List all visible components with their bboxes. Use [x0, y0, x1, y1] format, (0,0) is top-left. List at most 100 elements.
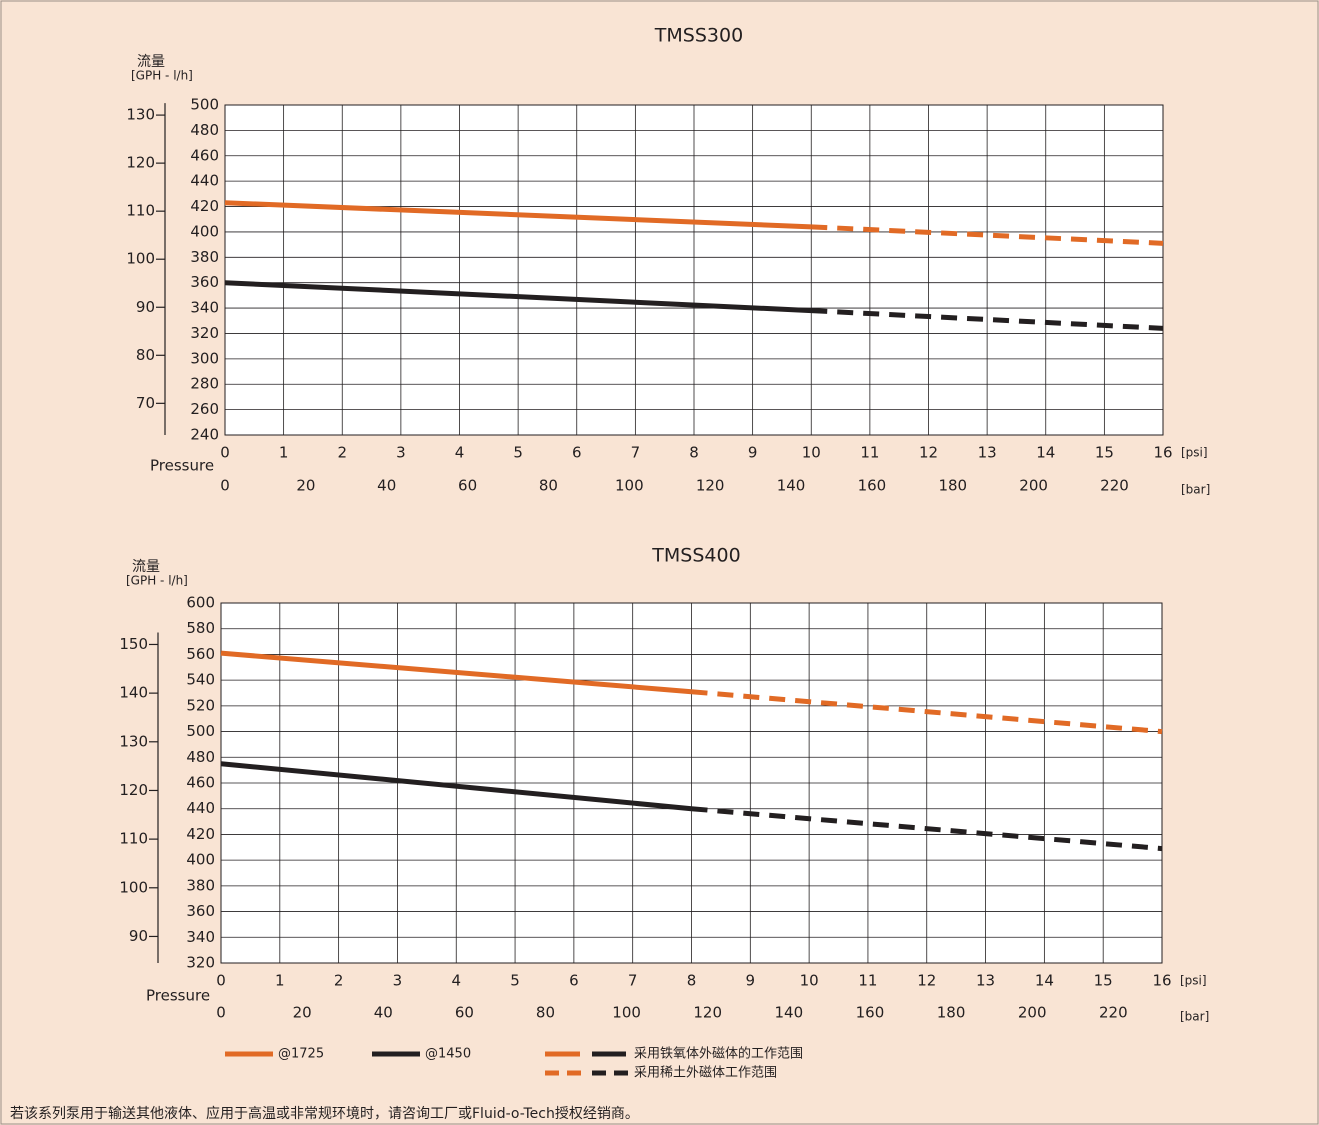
- chart1-y-tick-label: 300: [190, 349, 219, 367]
- chart2-xlabel: Pressure: [146, 987, 210, 1005]
- chart2-y-tick-label: 460: [186, 774, 215, 792]
- chart2-ylabel-unit: [GPH - l/h]: [126, 574, 188, 588]
- chart2-x-secondary-tick-label: 140: [775, 1004, 804, 1022]
- chart2-x-secondary-tick-label: 20: [293, 1004, 312, 1022]
- chart2-x-secondary-tick-label: 120: [693, 1004, 722, 1022]
- chart1-x-tick-label: 10: [802, 444, 821, 462]
- chart1-y-tick-label: 240: [190, 426, 219, 444]
- chart2-y-tick-label: 540: [186, 671, 215, 689]
- chart1-x-unit: [psi]: [1181, 446, 1208, 460]
- chart1-ylabel-unit: [GPH - l/h]: [131, 69, 193, 83]
- chart2-x-tick-label: 7: [628, 972, 638, 990]
- chart1-x-secondary-tick-label: 100: [615, 477, 644, 495]
- chart2-x-tick-label: 11: [858, 972, 877, 990]
- chart1-x-tick-label: 14: [1036, 444, 1055, 462]
- chart2-y-tick-label: 500: [186, 722, 215, 740]
- chart1-x-tick-label: 4: [455, 444, 465, 462]
- chart2-x-tick-label: 5: [510, 972, 520, 990]
- chart1-x-secondary-tick-label: 60: [458, 477, 477, 495]
- chart1-xlabel: Pressure: [150, 457, 214, 475]
- chart2-x-tick-label: 3: [393, 972, 403, 990]
- chart1-y-tick-label: 460: [190, 146, 219, 164]
- chart1-secondary-y-tick-label: 120: [126, 154, 155, 172]
- chart2-x-tick-label: 8: [687, 972, 697, 990]
- chart1-x-secondary-tick-label: 160: [858, 477, 887, 495]
- chart1-x-tick-label: 16: [1153, 444, 1172, 462]
- chart1-ylabel: 流量: [137, 54, 165, 70]
- chart2-secondary-y-tick-label: 110: [119, 830, 148, 848]
- chart2-series-1-dashed-line: [691, 689, 1163, 735]
- chart2-x-secondary-tick-label: 180: [937, 1004, 966, 1022]
- chart1-series-2-solid-line: [224, 280, 812, 314]
- chart1-y-tick-label: 280: [190, 375, 219, 393]
- chart1-secondary-y-tick-label: 110: [126, 202, 155, 220]
- chart1-x-tick-label: 2: [337, 444, 347, 462]
- chart1-x-tick-label: 0: [220, 444, 230, 462]
- chart1-y-tick-label: 400: [190, 222, 219, 240]
- chart1-x-secondary-tick-label: 200: [1019, 477, 1048, 495]
- chart1-y-tick-label: 420: [190, 197, 219, 215]
- chart2-x-tick-label: 0: [216, 972, 226, 990]
- chart2-y-tick-label: 580: [186, 619, 215, 637]
- chart1-x-secondary-unit: [bar]: [1181, 483, 1210, 497]
- chart1-x-secondary-tick-label: 20: [296, 477, 315, 495]
- chart1-x-tick-label: 8: [689, 444, 699, 462]
- chart2-x-secondary-tick-label: 100: [612, 1004, 641, 1022]
- chart1-series-2-dashed-line: [811, 308, 1164, 331]
- chart2-y-tick-label: 340: [186, 928, 215, 946]
- chart2-y-tick-label: 480: [186, 748, 215, 766]
- chart2-x-tick-label: 15: [1094, 972, 1113, 990]
- chart2-x-tick-label: 10: [800, 972, 819, 990]
- chart1-x-secondary-tick-label: 220: [1100, 477, 1129, 495]
- chart1-y-tick-label: 340: [190, 299, 219, 317]
- chart2-x-tick-label: 2: [334, 972, 344, 990]
- chart1-x-tick-label: 13: [978, 444, 997, 462]
- chart1-y-tick-label: 480: [190, 121, 219, 139]
- chart2-secondary-y-tick-label: 100: [119, 878, 148, 896]
- chart2-secondary-y-tick-label: 150: [119, 635, 148, 653]
- chart1-series-1-solid-line: [224, 200, 812, 230]
- chart2-y-tick-label: 600: [186, 594, 215, 612]
- chart2-x-tick-label: 9: [746, 972, 756, 990]
- chart1-x-secondary-tick-label: 80: [539, 477, 558, 495]
- chart1-secondary-y-tick-label: 100: [126, 250, 155, 268]
- chart1-x-tick-label: 5: [513, 444, 523, 462]
- chart1-secondary-y-tick-label: 90: [136, 298, 155, 316]
- chart2-series-2-solid-line: [220, 761, 692, 812]
- chart2-y-tick-label: 360: [186, 902, 215, 920]
- chart1-y-tick-label: 500: [190, 96, 219, 114]
- chart1-x-secondary-tick-label: 180: [938, 477, 967, 495]
- chart2-x-secondary-tick-label: 0: [216, 1004, 226, 1022]
- chart2-secondary-y-tick-label: 140: [119, 684, 148, 702]
- chart2-series-2-dashed-line: [691, 806, 1163, 852]
- chart2-x-secondary-tick-label: 60: [455, 1004, 474, 1022]
- chart2-x-secondary-tick-label: 200: [1018, 1004, 1047, 1022]
- chart2-x-tick-label: 1: [275, 972, 285, 990]
- chart1-x-tick-label: 7: [631, 444, 641, 462]
- chart2-x-secondary-tick-label: 220: [1099, 1004, 1128, 1022]
- chart2-y-tick-label: 380: [186, 876, 215, 894]
- chart2-series-1-solid-line: [220, 650, 692, 695]
- chart1-y-tick-label: 360: [190, 273, 219, 291]
- chart1-x-secondary-tick-label: 0: [220, 477, 230, 495]
- chart1-x-tick-label: 9: [748, 444, 758, 462]
- chart2-x-tick-label: 16: [1152, 972, 1171, 990]
- legend-dashed-label: 采用稀土外磁体工作范围: [634, 1066, 777, 1081]
- chart1-secondary-y-tick-label: 70: [136, 394, 155, 412]
- chart1-x-tick-label: 6: [572, 444, 582, 462]
- legend-label-1: @1725: [278, 1047, 324, 1062]
- chart1-title: TMSS300: [654, 25, 743, 47]
- chart2-y-tick-label: 440: [186, 799, 215, 817]
- chart1-secondary-y-tick-label: 130: [126, 106, 155, 124]
- chart2-ylabel: 流量: [132, 559, 160, 575]
- chart1-x-tick-label: 11: [860, 444, 879, 462]
- chart1-series-1-dashed-line: [811, 224, 1164, 246]
- chart2-y-tick-label: 560: [186, 645, 215, 663]
- legend-label-2: @1450: [425, 1047, 471, 1062]
- chart1-y-tick-label: 320: [190, 324, 219, 342]
- chart1-y-tick-label: 380: [190, 248, 219, 266]
- chart2-secondary-y-tick-label: 130: [119, 732, 148, 750]
